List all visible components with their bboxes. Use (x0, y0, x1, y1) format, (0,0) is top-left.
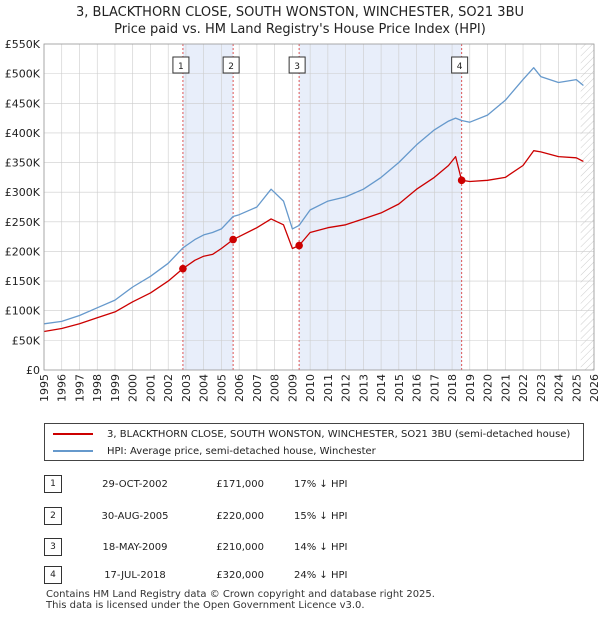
transaction-hpi-diff: 15% ↓ HPI (294, 511, 348, 522)
x-tick-label: 2024 (553, 374, 566, 402)
transaction-number: 3 (44, 538, 62, 556)
plot-frame (43, 43, 595, 371)
y-tick-label: £350K (5, 157, 41, 170)
sale-point (295, 241, 303, 250)
y-tick-label: £500K (5, 68, 41, 81)
sale-label-box (451, 56, 469, 74)
x-tick-label: 2023 (535, 374, 548, 402)
legend-item-hpi: HPI: Average price, semi-detached house,… (53, 444, 376, 460)
legend: 3, BLACKTHORN CLOSE, SOUTH WONSTON, WINC… (44, 423, 584, 461)
x-tick-label: 2003 (180, 374, 193, 402)
y-tick-label: £100K (5, 305, 41, 318)
x-tick-label: 2010 (304, 374, 317, 402)
ownership-shade (299, 44, 462, 370)
transaction-price: £210,000 (216, 542, 264, 553)
sale-point (229, 235, 237, 244)
transaction-date: 29-OCT-2002 (102, 479, 168, 490)
footer: Contains HM Land Registry data © Crown c… (46, 589, 435, 611)
transaction-hpi-diff: 17% ↓ HPI (294, 479, 348, 490)
y-tick-label: £250K (5, 216, 41, 229)
y-tick-label: £300K (5, 186, 41, 199)
transaction-price: £220,000 (216, 511, 264, 522)
footer-copyright: Contains HM Land Registry data © Crown c… (46, 589, 435, 600)
x-tick-label: 2013 (357, 374, 370, 402)
chart-subtitle: Price paid vs. HM Land Registry's House … (114, 22, 486, 37)
x-tick-label: 2004 (198, 374, 211, 402)
chart-title: 3, BLACKTHORN CLOSE, SOUTH WONSTON, WINC… (75, 5, 525, 20)
legend-hpi-label: HPI: Average price, semi-detached house,… (107, 446, 376, 457)
y-tick-label: £0 (26, 364, 40, 377)
transaction-hpi-diff: 14% ↓ HPI (294, 542, 348, 553)
x-tick-label: 1998 (91, 374, 104, 402)
transaction-number: 1 (44, 475, 62, 493)
x-tick-label: 2006 (233, 374, 246, 402)
x-tick-label: 1997 (73, 374, 86, 402)
transaction-number: 4 (44, 566, 62, 584)
x-tick-label: 1996 (56, 374, 69, 402)
x-tick-label: 2017 (428, 374, 441, 402)
x-tick-label: 2009 (286, 374, 299, 402)
x-tick-label: 2016 (411, 374, 424, 402)
price-chart: £0 £50K £100K £150K £200K £250K £300K £350K £400… (5, 38, 600, 402)
x-tick-label: 2014 (375, 374, 388, 402)
x-tick-label: 2020 (482, 374, 495, 402)
sale-point (457, 176, 466, 185)
transaction-date: 18-MAY-2009 (102, 542, 168, 553)
y-tick-label: £50K (12, 334, 41, 347)
sale-label-box (288, 56, 306, 74)
x-tick-label: 1995 (38, 374, 51, 402)
y-tick-label: £450K (5, 97, 41, 110)
x-tick-label: 2005 (215, 374, 228, 402)
x-tick-label: 2022 (517, 374, 530, 402)
y-tick-label: £550K (5, 38, 41, 51)
footer-licence: This data is licensed under the Open Gov… (46, 600, 365, 611)
sale-label-box (222, 56, 240, 74)
x-tick-label: 2008 (269, 374, 282, 402)
hpi-line (43, 67, 584, 325)
legend-item-property: 3, BLACKTHORN CLOSE, SOUTH WONSTON, WINC… (53, 427, 570, 443)
sale-point (179, 264, 187, 273)
sale-label: 4 (457, 62, 463, 72)
sale-label: 2 (228, 62, 234, 72)
transaction-date: 30-AUG-2005 (101, 511, 169, 522)
x-tick-label: 2026 (588, 374, 600, 402)
sale-label: 1 (178, 62, 184, 72)
hpi-line-swatch (53, 450, 93, 452)
x-tick-label: 2025 (570, 374, 583, 402)
x-tick-label: 2015 (393, 374, 406, 402)
x-tick-label: 2019 (464, 374, 477, 402)
sale-label-box (172, 56, 190, 74)
projection-hatch (580, 44, 594, 370)
x-tick-label: 2001 (144, 374, 157, 402)
x-tick-label: 2012 (340, 374, 353, 402)
x-tick-label: 2007 (251, 374, 264, 402)
x-tick-label: 2002 (162, 374, 175, 402)
x-tick-label: 1999 (109, 374, 122, 402)
y-tick-label: £200K (5, 245, 41, 258)
ownership-shade (182, 44, 234, 370)
transaction-price: £320,000 (216, 570, 264, 581)
x-tick-label: 2000 (127, 374, 140, 402)
property-price-line (43, 150, 584, 333)
x-tick-label: 2011 (322, 374, 335, 402)
transaction-hpi-diff: 24% ↓ HPI (294, 570, 348, 581)
y-tick-label: £150K (5, 275, 41, 288)
y-tick-label: £400K (5, 127, 41, 140)
legend-property-label: 3, BLACKTHORN CLOSE, SOUTH WONSTON, WINC… (107, 429, 571, 440)
transaction-number: 2 (44, 507, 62, 525)
transaction-date: 17-JUL-2018 (104, 570, 166, 581)
transaction-price: £171,000 (216, 479, 264, 490)
x-tick-label: 2018 (446, 374, 459, 402)
x-tick-label: 2021 (499, 374, 512, 402)
sale-label: 3 (294, 62, 300, 72)
property-line-swatch (53, 433, 93, 435)
